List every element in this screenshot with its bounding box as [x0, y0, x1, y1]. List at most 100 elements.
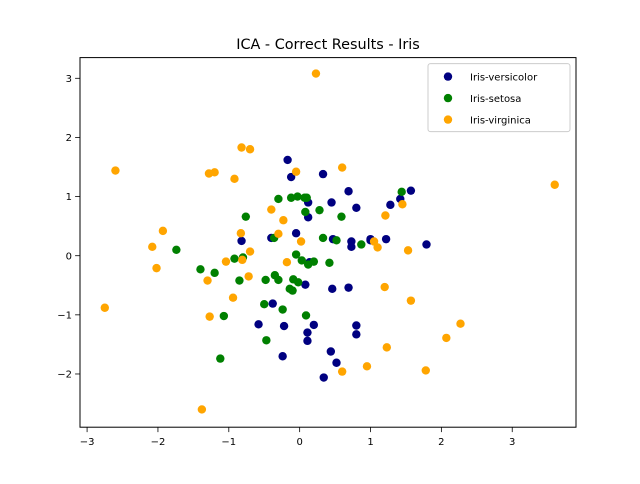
data-point — [279, 216, 288, 225]
data-point — [344, 187, 353, 196]
data-point — [245, 247, 255, 256]
legend-marker — [443, 72, 453, 81]
data-point — [203, 276, 212, 285]
y-axis: −2 −1 0 1 2 3 — [57, 74, 80, 381]
data-point — [403, 246, 413, 255]
data-point — [261, 275, 270, 285]
data-point — [210, 168, 219, 177]
data-point — [319, 373, 328, 382]
data-point — [337, 367, 347, 376]
data-point — [381, 234, 391, 244]
data-point — [302, 193, 311, 202]
data-point — [326, 347, 336, 356]
data-point — [301, 207, 310, 217]
data-point — [318, 169, 328, 179]
data-point — [297, 256, 306, 265]
data-point — [328, 284, 337, 294]
data-point — [309, 257, 319, 266]
data-point — [303, 328, 312, 337]
data-point — [205, 312, 214, 321]
data-point — [318, 233, 328, 243]
data-point — [268, 299, 277, 308]
legend: Iris-versicolor Iris-setosa Iris-virginica — [427, 63, 571, 133]
data-point — [397, 187, 406, 197]
legend-marker — [443, 115, 453, 124]
y-tick-label: 2 — [66, 133, 72, 144]
data-point — [235, 276, 244, 285]
chart-title: ICA - Correct Results - Iris — [236, 37, 420, 53]
points-layer — [100, 69, 559, 414]
data-point — [291, 229, 301, 238]
data-point — [301, 311, 311, 320]
data-point — [456, 319, 465, 328]
data-point — [286, 193, 296, 202]
data-point — [311, 69, 321, 78]
data-point — [327, 198, 336, 207]
data-point — [274, 229, 283, 239]
y-tick-label: 1 — [66, 192, 72, 203]
data-point — [332, 358, 341, 367]
data-point — [296, 237, 306, 246]
data-point — [442, 333, 451, 343]
data-point — [325, 258, 334, 267]
data-point — [274, 275, 283, 285]
data-point — [254, 320, 263, 329]
data-point — [152, 263, 161, 273]
data-point — [274, 194, 283, 204]
y-tick-label: 3 — [66, 74, 72, 85]
data-point — [230, 174, 239, 184]
data-point — [352, 330, 361, 339]
data-point — [241, 212, 251, 221]
data-point — [301, 280, 310, 289]
data-point — [282, 258, 292, 267]
data-point — [406, 186, 416, 195]
data-point — [303, 336, 312, 346]
data-point — [344, 283, 353, 292]
data-point — [111, 166, 120, 175]
data-point — [291, 250, 301, 259]
x-tick-label: 3 — [509, 437, 515, 448]
y-tick-label: −2 — [57, 370, 72, 381]
data-point — [286, 172, 296, 182]
data-point — [347, 242, 356, 252]
data-point — [382, 343, 392, 352]
data-point — [380, 282, 389, 292]
data-point — [373, 243, 382, 252]
data-point — [283, 155, 292, 165]
data-point — [422, 240, 431, 249]
data-point — [221, 257, 231, 266]
data-point — [197, 405, 207, 414]
data-point — [260, 300, 269, 309]
data-point — [210, 268, 219, 278]
data-point — [294, 278, 303, 287]
x-tick-label: 1 — [367, 437, 373, 448]
y-tick-label: −1 — [57, 310, 72, 321]
data-point — [362, 362, 372, 371]
data-point — [337, 163, 347, 172]
legend-marker — [443, 93, 453, 103]
data-point — [550, 180, 559, 189]
data-point — [315, 205, 324, 215]
data-point — [219, 311, 229, 321]
data-point — [262, 336, 271, 345]
x-tick-label: 2 — [438, 437, 444, 448]
data-point — [100, 303, 110, 312]
data-point — [288, 286, 297, 295]
data-point — [386, 200, 395, 210]
data-point — [237, 143, 246, 152]
data-point — [237, 236, 246, 246]
data-point — [293, 192, 302, 201]
data-point — [278, 305, 287, 314]
data-point — [172, 245, 181, 254]
data-point — [245, 145, 255, 154]
data-point — [230, 254, 239, 263]
data-point — [291, 167, 301, 176]
data-point — [244, 272, 253, 281]
data-point — [398, 200, 407, 209]
data-point — [381, 211, 390, 220]
data-point — [216, 354, 225, 363]
data-point — [309, 320, 319, 330]
data-point — [267, 205, 276, 214]
